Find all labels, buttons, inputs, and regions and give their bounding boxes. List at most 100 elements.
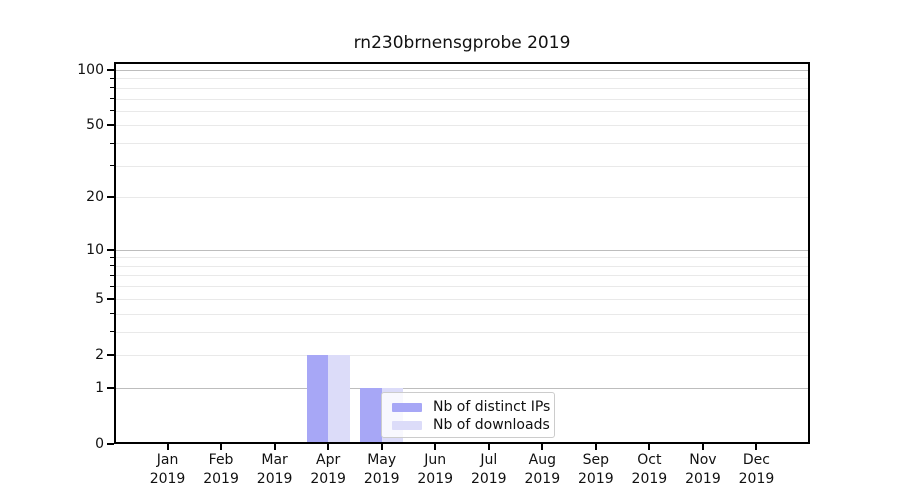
legend-swatch-downloads <box>392 420 422 430</box>
x-tick-label: Apr 2019 <box>296 451 360 489</box>
x-tick <box>273 444 276 450</box>
y-tick <box>107 196 114 199</box>
y-tick-label: 10 <box>86 241 104 258</box>
y-tick-label: 20 <box>86 189 104 206</box>
y-minor-tick <box>110 313 114 315</box>
legend-label-distinct-ips: Nb of distinct IPs <box>433 399 551 415</box>
y-tick-label: 1 <box>95 379 104 396</box>
x-tick <box>487 444 490 450</box>
bar-downloads-apr <box>328 354 350 444</box>
x-tick-label: Jul 2019 <box>457 451 521 489</box>
x-tick-label: Feb 2019 <box>189 451 253 489</box>
y-tick-label: 100 <box>77 62 104 78</box>
x-tick-label: Jun 2019 <box>403 451 467 489</box>
x-tick-year: 2019 <box>738 471 775 487</box>
minor-gridline <box>114 331 810 333</box>
y-minor-tick <box>110 265 114 267</box>
minor-gridline <box>114 143 810 145</box>
minor-gridline <box>114 354 810 356</box>
y-tick <box>107 69 114 71</box>
x-tick-month: Feb <box>208 452 234 468</box>
x-tick-year: 2019 <box>310 471 346 487</box>
top-spine <box>114 62 810 64</box>
x-tick-month: Sep <box>582 452 610 468</box>
x-tick-label: Sep 2019 <box>564 451 628 489</box>
y-tick <box>107 353 114 356</box>
major-gridline <box>114 70 810 71</box>
x-tick <box>327 444 330 450</box>
x-tick-year: 2019 <box>363 471 400 487</box>
x-tick-month: Mar <box>261 452 288 468</box>
x-tick-label: Dec 2019 <box>724 451 788 489</box>
x-tick-month: Aug <box>528 452 556 468</box>
y-tick <box>107 248 114 251</box>
bottom-spine <box>114 442 810 444</box>
x-tick-year: 2019 <box>685 471 721 487</box>
x-tick-month: May <box>367 452 397 468</box>
y-minor-tick <box>110 331 114 333</box>
x-tick-year: 2019 <box>578 471 614 487</box>
x-tick <box>434 444 437 450</box>
x-tick-label: May 2019 <box>350 451 414 489</box>
x-tick <box>166 444 169 450</box>
y-minor-tick <box>110 87 114 89</box>
minor-gridline <box>114 313 810 315</box>
bar-distinct-ips-apr <box>306 354 329 444</box>
legend-row-downloads: Nb of downloads <box>392 416 554 434</box>
x-tick-label: Jan 2019 <box>136 451 200 489</box>
y-tick <box>107 124 114 127</box>
y-minor-tick <box>110 256 114 258</box>
x-tick <box>755 444 758 450</box>
x-tick-month: Jun <box>424 452 447 468</box>
minor-gridline <box>114 197 810 199</box>
y-tick <box>107 386 114 389</box>
chart-title: rn230brnensgprobe 2019 <box>353 33 571 53</box>
x-tick <box>701 444 704 450</box>
minor-gridline <box>114 87 810 89</box>
x-tick <box>594 444 597 450</box>
minor-gridline <box>114 165 810 167</box>
x-tick-year: 2019 <box>470 471 507 487</box>
x-tick-year: 2019 <box>203 471 239 487</box>
minor-gridline <box>114 265 810 267</box>
left-spine <box>114 62 116 444</box>
x-tick-label: Oct 2019 <box>617 451 681 489</box>
minor-gridline <box>114 78 810 80</box>
x-tick-year: 2019 <box>524 471 561 487</box>
x-tick <box>648 444 651 450</box>
bar-distinct-ips-may <box>360 387 382 444</box>
x-tick <box>220 444 223 450</box>
y-tick <box>107 297 114 300</box>
y-minor-tick <box>110 285 114 287</box>
major-gridline <box>114 387 810 389</box>
x-tick-month: Dec <box>742 452 770 468</box>
x-tick-year: 2019 <box>631 471 668 487</box>
x-tick-month: Apr <box>316 452 341 468</box>
legend-row-distinct-ips: Nb of distinct IPs <box>392 398 554 416</box>
major-gridline <box>114 249 810 251</box>
x-tick-month: Nov <box>689 452 717 468</box>
minor-gridline <box>114 125 810 127</box>
x-tick-year: 2019 <box>417 471 454 487</box>
y-minor-tick <box>110 165 114 167</box>
y-minor-tick <box>110 98 114 100</box>
y-minor-tick <box>110 77 114 79</box>
y-tick <box>107 443 114 445</box>
x-tick <box>380 444 383 450</box>
legend-label-downloads: Nb of downloads <box>433 417 550 433</box>
legend: Nb of distinct IPs Nb of downloads <box>381 392 555 438</box>
y-tick-label: 50 <box>86 117 104 134</box>
minor-gridline <box>114 98 810 100</box>
x-tick-year: 2019 <box>256 471 293 487</box>
x-tick-month: Jul <box>480 452 498 468</box>
x-tick-year: 2019 <box>149 471 186 487</box>
y-minor-tick <box>110 110 114 112</box>
y-tick-label: 2 <box>95 346 104 363</box>
minor-gridline <box>114 257 810 259</box>
x-tick-month: Oct <box>637 452 662 468</box>
x-tick <box>541 444 544 450</box>
minor-gridline <box>114 286 810 288</box>
x-tick-label: Nov 2019 <box>671 451 735 489</box>
x-tick-label: Aug 2019 <box>510 451 574 489</box>
right-spine <box>808 62 810 444</box>
